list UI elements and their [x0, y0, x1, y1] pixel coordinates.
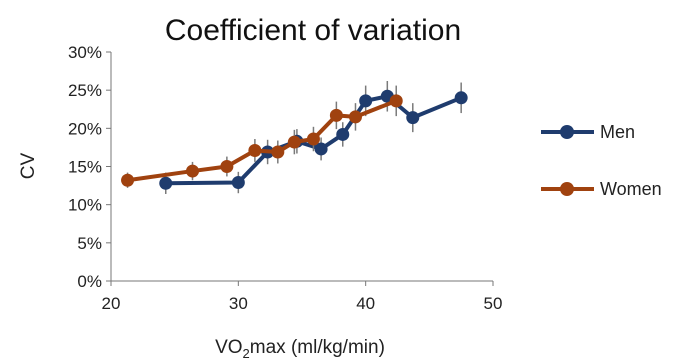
data-point-men — [454, 91, 468, 105]
y-tick-label: 0% — [77, 272, 102, 291]
series-line-women — [127, 98, 397, 183]
data-point-women — [389, 94, 403, 108]
y-tick-label: 10% — [68, 196, 102, 215]
data-point-men — [336, 127, 350, 141]
x-axis-label-pre: VO — [215, 337, 242, 358]
chart-title: Coefficient of variation — [165, 14, 461, 47]
x-tick-label: 50 — [484, 294, 503, 313]
data-point-men — [231, 176, 245, 190]
x-tick-label: 40 — [356, 294, 375, 313]
legend-label-men: Men — [600, 122, 635, 142]
data-point-men — [406, 111, 420, 125]
x-tick-label: 20 — [102, 294, 121, 313]
x-axis-label-sub: 2 — [243, 346, 250, 361]
data-point-women — [306, 132, 320, 146]
data-point-women — [287, 135, 301, 149]
y-tick-label: 5% — [77, 234, 102, 253]
x-axis-ticks: 20 30 40 50 — [102, 281, 503, 313]
y-axis-label: CV — [18, 152, 39, 179]
x-axis-label: VO2max (ml/kg/min) — [215, 337, 385, 361]
data-point-men — [314, 142, 328, 156]
legend-marker-men — [560, 125, 574, 139]
y-tick-label: 30% — [68, 43, 102, 62]
data-point-women — [329, 108, 343, 122]
y-axis-ticks: 0% 5% 10% 15% 20% 25% 30% — [68, 43, 111, 291]
data-point-women — [348, 110, 362, 124]
series-line-men — [165, 94, 462, 186]
x-tick-label: 30 — [229, 294, 248, 313]
plot-area — [121, 81, 468, 194]
series-women — [121, 85, 403, 188]
data-point-women — [185, 164, 199, 178]
data-point-women — [121, 173, 135, 187]
legend: Men Women — [541, 122, 662, 199]
data-point-women — [248, 143, 262, 157]
data-point-women — [271, 145, 285, 159]
data-point-men — [159, 176, 173, 190]
data-point-men — [359, 94, 373, 108]
x-axis-label-post: max (ml/kg/min) — [250, 337, 385, 358]
y-tick-label: 20% — [68, 119, 102, 138]
y-tick-label: 25% — [68, 81, 102, 100]
legend-label-women: Women — [600, 179, 662, 199]
data-point-women — [220, 160, 234, 173]
y-tick-label: 15% — [68, 158, 102, 177]
legend-marker-women — [560, 182, 574, 196]
